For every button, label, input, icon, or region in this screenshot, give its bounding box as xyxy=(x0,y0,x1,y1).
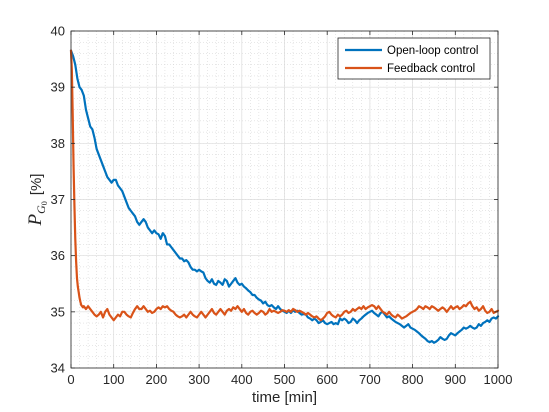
y-tick-label: 36 xyxy=(51,248,65,263)
y-axis-title-unit: [%] xyxy=(28,174,45,196)
x-tick-label: 300 xyxy=(188,372,210,387)
x-tick-label: 1000 xyxy=(484,372,513,387)
y-tick-label: 38 xyxy=(51,136,65,151)
x-tick-label: 700 xyxy=(359,372,381,387)
legend-label-open-loop: Open-loop control xyxy=(387,45,478,57)
x-tick-label: 100 xyxy=(103,372,125,387)
svg-text:PG0[%]: PG0 [%] xyxy=(25,174,49,227)
series-feedback-line xyxy=(69,49,500,322)
y-tick-labels: 34 35 36 37 38 39 40 xyxy=(51,24,65,376)
x-tick-label: 0 xyxy=(67,372,74,387)
y-axis-title: PG0 [%] xyxy=(25,174,49,227)
x-axis-title: time [min] xyxy=(252,389,317,406)
x-tick-label: 900 xyxy=(444,372,466,387)
y-tick-label: 35 xyxy=(51,304,65,319)
x-tick-label: 600 xyxy=(316,372,338,387)
legend-label-feedback: Feedback control xyxy=(387,63,475,75)
y-tick-label: 39 xyxy=(51,80,65,95)
y-axis-title-subscript-index: 0 xyxy=(40,201,49,205)
series-layer xyxy=(69,49,500,344)
x-tick-label: 500 xyxy=(274,372,296,387)
legend: Open-loop control Feedback control xyxy=(337,37,491,80)
x-tick-label: 200 xyxy=(146,372,168,387)
y-tick-label: 37 xyxy=(51,192,65,207)
y-tick-label: 34 xyxy=(51,361,65,376)
tick-marks xyxy=(70,30,499,369)
legend-box xyxy=(337,37,491,80)
x-tick-labels: 0 100 200 300 400 500 600 700 800 900 1000 xyxy=(67,372,512,387)
y-tick-label: 40 xyxy=(51,24,65,39)
x-tick-label: 800 xyxy=(402,372,424,387)
x-tick-label: 400 xyxy=(231,372,253,387)
y-axis-title-symbol: P xyxy=(25,213,46,226)
y-axis-title-subscript: G xyxy=(34,205,48,214)
